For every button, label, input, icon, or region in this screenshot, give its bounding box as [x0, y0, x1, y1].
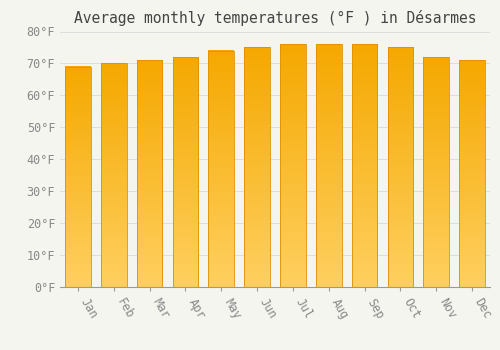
Bar	[388, 48, 413, 287]
Title: Average monthly temperatures (°F ) in Désarmes: Average monthly temperatures (°F ) in Dé…	[74, 10, 476, 26]
Bar	[244, 48, 270, 287]
Bar	[316, 44, 342, 287]
Bar	[280, 44, 306, 287]
Bar	[65, 66, 91, 287]
Bar	[172, 57, 199, 287]
Bar	[459, 60, 485, 287]
Bar	[352, 44, 378, 287]
Bar	[101, 63, 126, 287]
Bar	[136, 60, 162, 287]
Bar	[208, 51, 234, 287]
Bar	[424, 57, 449, 287]
